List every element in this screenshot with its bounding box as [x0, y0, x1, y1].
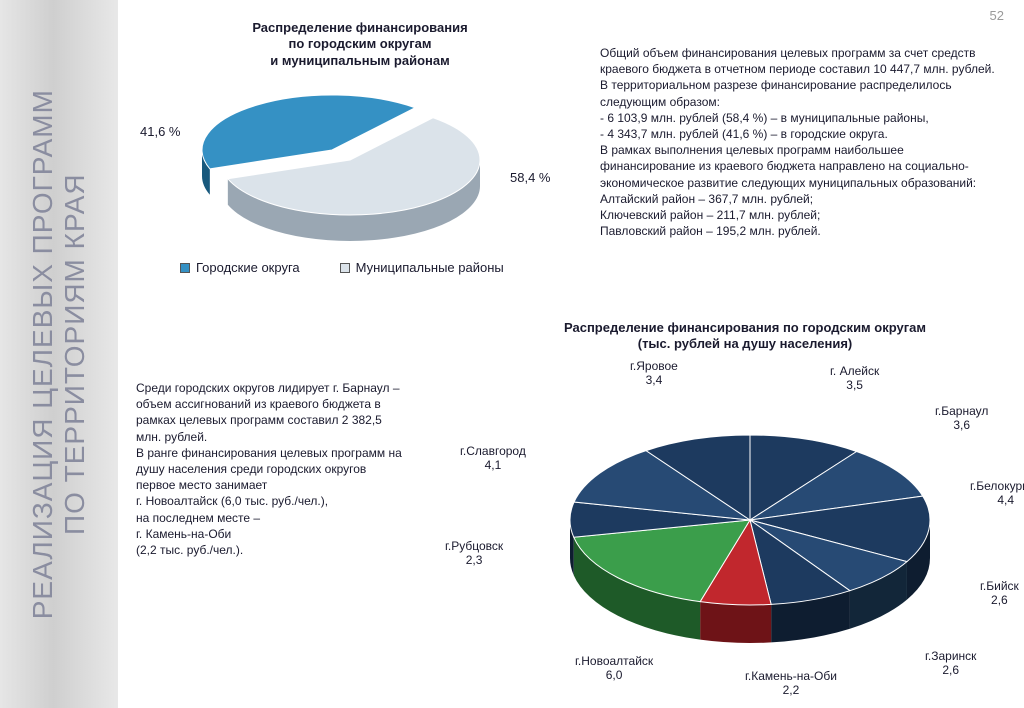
pie2-slice-label: г.Славгород4,1 — [460, 445, 526, 473]
top-section: Распределение финансированияпо городским… — [130, 20, 1010, 310]
pie2-slice-label: г.Заринск2,6 — [925, 650, 976, 678]
pie2-slice-label: г.Яровое3,4 — [630, 360, 678, 388]
legend-item: Муниципальные районы — [340, 260, 504, 275]
pie2-slice-label: г.Белокуриха4,4 — [970, 480, 1024, 508]
pie1-label-58-4: 58,4 % — [510, 170, 550, 185]
pie2-slice-label: г. Алейск3,5 — [830, 365, 879, 393]
pie1-title: Распределение финансированияпо городским… — [210, 20, 510, 69]
pie2-slice-label: г.Бийск2,6 — [980, 580, 1019, 608]
pie2-slice-label: г.Камень-на-Оби2,2 — [745, 670, 837, 698]
pie2-slice-label: г.Рубцовск2,3 — [445, 540, 503, 568]
pie2-slice-label: г.Барнаул3,6 — [935, 405, 988, 433]
top-body-text: Общий объем финансирования целевых прогр… — [600, 45, 1000, 239]
legend-text: Городские округа — [196, 260, 300, 275]
sidebar-band: РЕАЛИЗАЦИЯ ЦЕЛЕВЫХ ПРОГРАММ ПО ТЕРРИТОРИ… — [0, 0, 118, 708]
pie2-slice-label: г.Новоалтайск6,0 — [575, 655, 653, 683]
legend-swatch — [180, 263, 190, 273]
legend-item: Городские округа — [180, 260, 300, 275]
sidebar-title-line2: ПО ТЕРРИТОРИЯМ КРАЯ — [59, 173, 90, 535]
pie2-chart: г. Алейск3,5г.Барнаул3,6г.Белокуриха4,4г… — [520, 390, 980, 695]
sidebar-title: РЕАЛИЗАЦИЯ ЦЕЛЕВЫХ ПРОГРАММ ПО ТЕРРИТОРИ… — [27, 89, 91, 619]
pie1-chart — [170, 80, 530, 285]
legend-text: Муниципальные районы — [356, 260, 504, 275]
pie1-legend: Городские округа Муниципальные районы — [180, 260, 504, 275]
pie2-title: Распределение финансирования по городски… — [510, 320, 980, 353]
legend-swatch — [340, 263, 350, 273]
bottom-section: Распределение финансирования по городски… — [130, 320, 1010, 698]
bottom-body-text: Среди городских округов лидирует г. Барн… — [136, 380, 406, 558]
pie1-label-41-6: 41,6 % — [140, 124, 180, 139]
sidebar-title-line1: РЕАЛИЗАЦИЯ ЦЕЛЕВЫХ ПРОГРАММ — [27, 89, 58, 619]
